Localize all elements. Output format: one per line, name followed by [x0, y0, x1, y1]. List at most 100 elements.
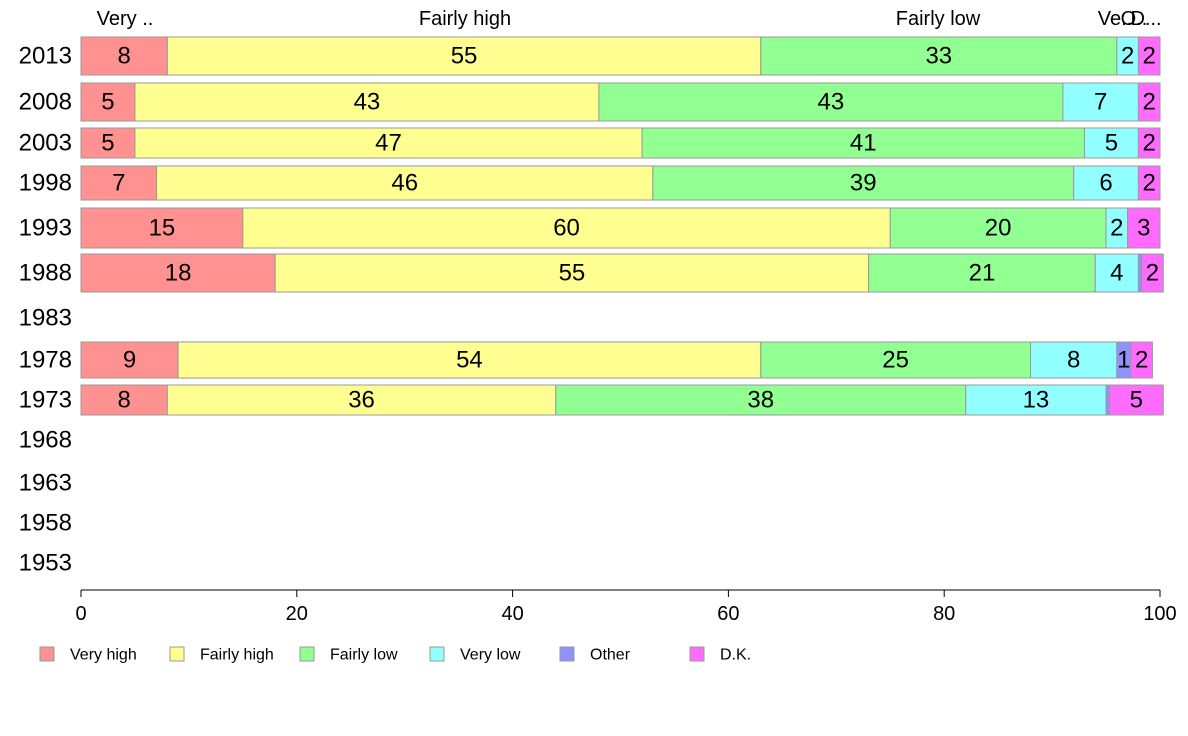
bar-value-label: 33	[925, 43, 952, 70]
x-axis: 0 20 40 60 80 100	[75, 589, 1177, 625]
bar-1998-fairly-low	[652, 165, 1075, 201]
bar-1973-very-low	[965, 384, 1107, 416]
bar-value-label: 25	[882, 347, 909, 374]
bar-value-label: 5	[101, 89, 114, 116]
bar-value-label: 2	[1143, 43, 1156, 70]
top-category-label: Fairly high	[419, 8, 511, 30]
bar-1988-fairly-high	[274, 253, 870, 293]
bar-1978-d-k-	[1130, 341, 1153, 379]
bar-value-label: 2	[1143, 170, 1156, 197]
bar-1988-very-high	[80, 253, 276, 293]
bar-2008-very-high	[80, 82, 136, 122]
bar-value-label: 8	[117, 43, 130, 70]
bar-2003-very-low	[1083, 127, 1139, 159]
bar-value-label: 47	[375, 130, 402, 157]
bar-2013-fairly-low	[760, 36, 1118, 76]
bar-value-label: 4	[1110, 260, 1123, 287]
year-label-1963: 1963	[19, 470, 72, 497]
bar-value-label: 2	[1143, 89, 1156, 116]
bar-value-label: 55	[559, 260, 586, 287]
bar-1988-d-k-	[1141, 253, 1164, 293]
year-labels: 2013 2008 2003 1998 1993 1988 1983 1978 1973 1968…	[19, 43, 72, 577]
bar-value-label: 2	[1146, 260, 1159, 287]
bar-value-label: 1	[1117, 347, 1130, 374]
bar-2008-fairly-high	[134, 82, 600, 122]
legend: Very high Fairly high Fairly low Very low Ot…	[39, 646, 751, 664]
bar-value-label: 38	[747, 387, 774, 414]
year-label-1953: 1953	[19, 550, 72, 577]
bar-1973-fairly-high	[166, 384, 557, 416]
bar-1998-very-low	[1073, 165, 1139, 201]
x-tick-label: 100	[1143, 603, 1176, 625]
top-category-label: D...	[1130, 8, 1161, 30]
year-label-2008: 2008	[19, 89, 72, 116]
bar-1993-d-k-	[1127, 207, 1161, 249]
bar-value-label: 8	[117, 387, 130, 414]
bar-2003-very-high	[80, 127, 136, 159]
legend-swatch	[39, 646, 55, 662]
legend-swatch	[429, 646, 445, 662]
top-category-label: O..	[1121, 8, 1148, 30]
x-tick-label: 20	[286, 603, 308, 625]
bar-value-label: 6	[1099, 170, 1112, 197]
year-label-1968: 1968	[19, 427, 72, 454]
legend-label: Fairly high	[200, 647, 274, 664]
x-tick-label: 80	[933, 603, 955, 625]
bar-value-label: 9	[123, 347, 136, 374]
bar-value-label: 21	[969, 260, 996, 287]
legend-label: D.K.	[720, 647, 751, 664]
bar-1993-very-high	[80, 207, 244, 249]
bar-value-label: 7	[112, 170, 125, 197]
bar-1998-very-high	[80, 165, 158, 201]
legend-swatch	[559, 646, 575, 662]
bar-value-label: 7	[1094, 89, 1107, 116]
bar-1973-fairly-low	[555, 384, 967, 416]
legend-swatch	[689, 646, 705, 662]
x-tick-label: 0	[75, 603, 86, 625]
bar-value-label: 13	[1023, 387, 1050, 414]
year-label-1958: 1958	[19, 510, 72, 537]
bar-value-label: 36	[348, 387, 375, 414]
bar-1988-fairly-low	[868, 253, 1096, 293]
x-tick-label: 60	[717, 603, 739, 625]
bar-1998-d-k-	[1137, 165, 1161, 201]
top-category-label: Very ..	[97, 8, 154, 30]
bar-2013-very-high	[80, 36, 168, 76]
bar-value-label: 2	[1143, 130, 1156, 157]
bar-value-label: 5	[1130, 387, 1143, 414]
bar-value-label: 20	[985, 215, 1012, 242]
legend-label: Very low	[460, 647, 521, 664]
top-category-label: Fairly low	[896, 8, 981, 30]
legend-label: Very high	[70, 647, 137, 664]
bar-value-label: 54	[456, 347, 483, 374]
bar-2013-d-k-	[1137, 36, 1161, 76]
bars: 8 55 33 2 25 43 43 7 25 47 41 5 27 46 39 6 215 60 20 2 318 55…	[80, 36, 1164, 416]
bar-value-label: 43	[818, 89, 845, 116]
bar-value-label: 3	[1137, 215, 1150, 242]
year-label-2003: 2003	[19, 130, 72, 157]
top-category-label: Ve..	[1098, 8, 1132, 30]
bar-value-label: 55	[451, 43, 478, 70]
bar-2003-fairly-low	[641, 127, 1085, 159]
top-labels: Very .. Fairly high Fairly low Ve..O..D...	[97, 8, 1162, 30]
year-label-1998: 1998	[19, 170, 72, 197]
bar-value-label: 15	[149, 215, 176, 242]
bar-1978-fairly-high	[177, 341, 762, 379]
legend-label: Other	[590, 647, 631, 664]
bar-value-label: 41	[850, 130, 877, 157]
bar-1973-d-k-	[1108, 384, 1164, 416]
bar-value-label: 2	[1110, 215, 1123, 242]
year-label-1978: 1978	[19, 347, 72, 374]
year-label-1983: 1983	[19, 305, 72, 332]
year-label-2013: 2013	[19, 43, 72, 70]
bar-value-label: 46	[391, 170, 418, 197]
legend-swatch	[169, 646, 185, 662]
bar-1988-very-low	[1094, 253, 1139, 293]
bar-value-label: 39	[850, 170, 877, 197]
legend-swatch	[299, 646, 315, 662]
year-label-1973: 1973	[19, 387, 72, 414]
bar-value-label: 43	[354, 89, 381, 116]
year-label-1988: 1988	[19, 260, 72, 287]
year-label-1993: 1993	[19, 215, 72, 242]
